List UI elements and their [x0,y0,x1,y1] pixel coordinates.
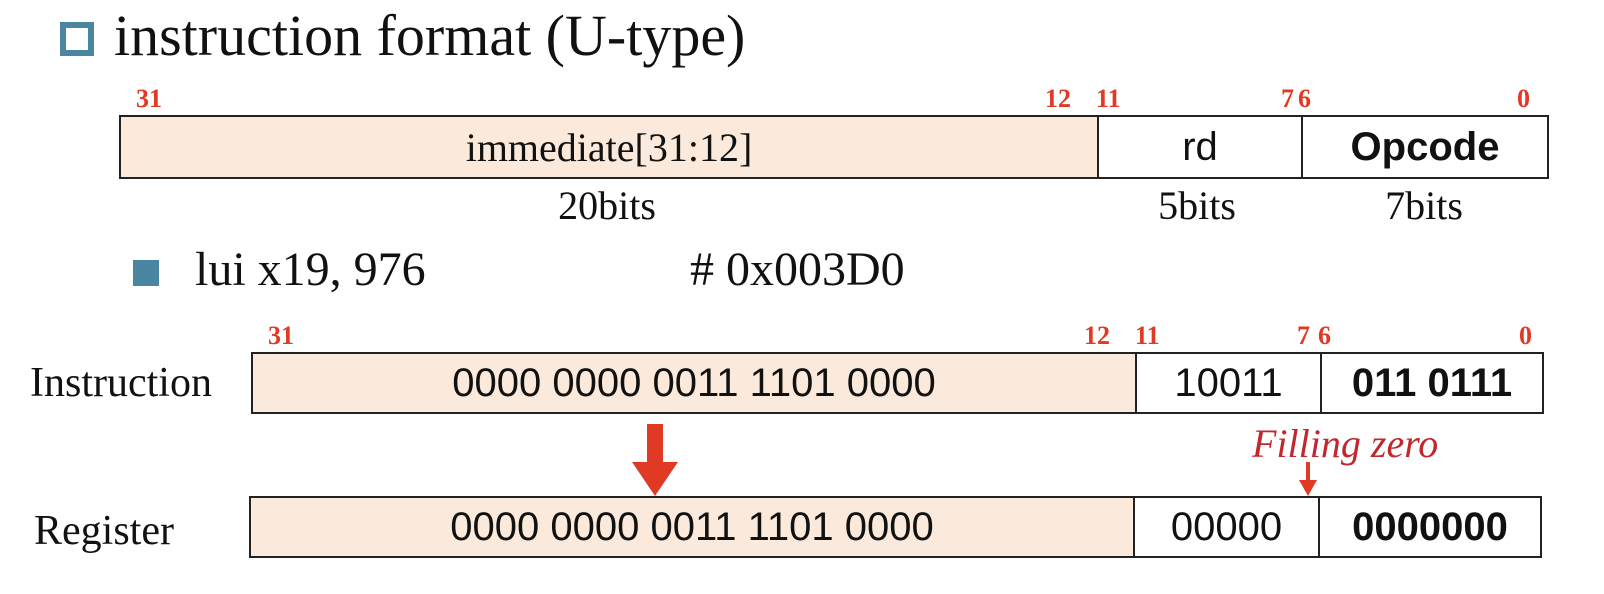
size-rd: 5bits [1158,183,1236,228]
bit-label-11: 11 [1096,84,1121,113]
register-label: Register [34,508,174,554]
field-opcode: Opcode [1301,117,1547,177]
instruction-rd-bits: 10011 [1135,354,1320,412]
register-rd-bits: 00000 [1133,498,1318,556]
enc-bit-label-31: 31 [268,321,294,350]
enc-bit-label-7: 7 [1297,321,1310,350]
example-comment: # 0x003D0 [690,243,905,296]
field-rd: rd [1097,117,1301,177]
register-immediate-bits: 0000 0000 0011 1101 0000 [251,498,1133,556]
size-opcode: 7bits [1385,183,1463,228]
enc-bit-label-12: 12 [1084,321,1110,350]
example-bullet-icon [133,260,159,286]
instruction-row: 0000 0000 0011 1101 0000 10011 011 0111 [251,352,1544,414]
bit-label-12: 12 [1045,84,1071,113]
example-instruction: lui x19, 976 [195,243,426,296]
register-row: 0000 0000 0011 1101 0000 00000 0000000 [249,496,1542,558]
instruction-label: Instruction [30,360,212,406]
title-bullet-icon [60,22,94,56]
size-immediate: 20bits [558,183,656,228]
bit-label-31: 31 [136,84,162,113]
bit-label-7: 7 [1281,84,1294,113]
instruction-opcode-bits: 011 0111 [1320,354,1542,412]
instruction-immediate-bits: 0000 0000 0011 1101 0000 [253,354,1135,412]
copy-down-arrow-icon [632,424,678,496]
bit-label-0: 0 [1517,84,1530,113]
field-immediate: immediate[31:12] [121,117,1097,177]
filling-zero-arrow-icon [1299,462,1317,496]
bit-label-6: 6 [1298,84,1311,113]
format-row: immediate[31:12] rd Opcode [119,115,1549,179]
enc-bit-label-0: 0 [1519,321,1532,350]
filling-zero-annotation: Filling zero [1252,421,1439,466]
enc-bit-label-11: 11 [1135,321,1160,350]
page-title: instruction format (U-type) [114,3,746,68]
enc-bit-label-6: 6 [1318,321,1331,350]
register-opcode-bits: 0000000 [1318,498,1540,556]
